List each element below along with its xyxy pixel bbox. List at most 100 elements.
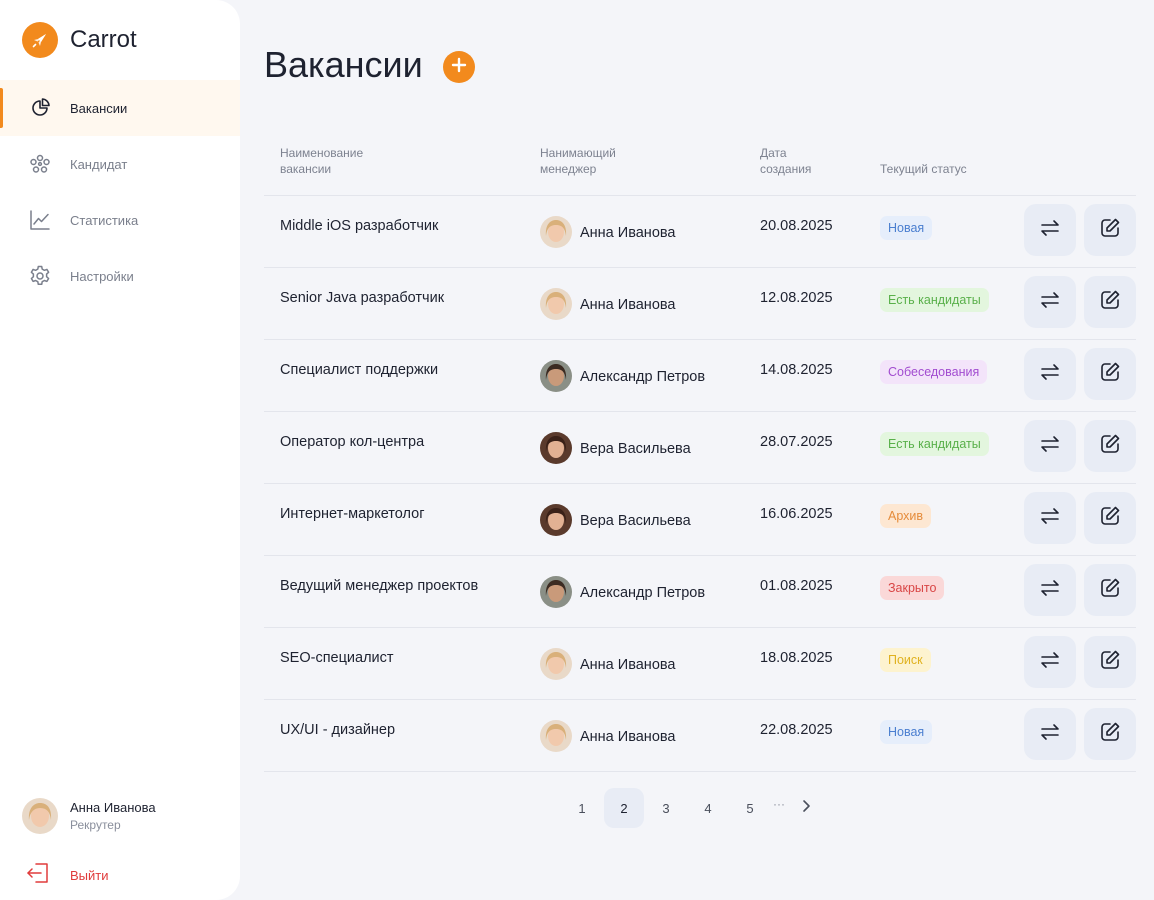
swap-arrows-icon xyxy=(1039,649,1061,676)
table-row[interactable]: Интернет-маркетолог Вера Васильева 16.06… xyxy=(264,484,1136,556)
table-row[interactable]: Senior Java разработчик Анна Иванова 12.… xyxy=(264,268,1136,340)
vacancy-title: Оператор кол-центра xyxy=(280,434,425,450)
vacancy-title: Senior Java разработчик xyxy=(280,290,445,306)
sidebar-item-vacancies[interactable]: Вакансии xyxy=(0,80,240,136)
avatar xyxy=(540,504,572,536)
avatar xyxy=(22,798,58,834)
page-title: Вакансии xyxy=(264,44,423,85)
add-vacancy-button[interactable] xyxy=(443,51,475,83)
table-header: Наименование вакансии Нанимающий менедже… xyxy=(264,130,1136,196)
swap-arrows-icon xyxy=(1039,505,1061,532)
vacancy-title: Middle iOS разработчик xyxy=(280,218,439,234)
vacancies-table: Наименование вакансии Нанимающий менедже… xyxy=(264,130,1136,772)
edit-icon xyxy=(1098,216,1122,245)
sidebar: Carrot Вакансии Кандидат xyxy=(0,0,240,900)
swap-arrows-icon xyxy=(1039,721,1061,748)
profile-name: Анна Иванова xyxy=(70,800,156,815)
candidates-icon xyxy=(28,152,52,176)
manager-name: Анна Иванова xyxy=(580,225,676,241)
table-row[interactable]: UX/UI - дизайнер Анна Иванова 22.08.2025… xyxy=(264,700,1136,772)
page-button-4[interactable]: 4 xyxy=(704,800,712,816)
edit-icon xyxy=(1098,288,1122,317)
manager-cell: Александр Петров xyxy=(540,360,705,392)
page-button-2-current[interactable]: 2 xyxy=(604,788,644,828)
swap-arrows-icon xyxy=(1039,289,1061,316)
table-row[interactable]: Специалист поддержки Александр Петров 14… xyxy=(264,340,1136,412)
user-profile[interactable]: Анна Иванова Рекрутер xyxy=(22,798,156,834)
logout-button[interactable]: Выйти xyxy=(26,860,109,891)
column-header-status: Текущий статус xyxy=(880,162,967,176)
change-status-button[interactable] xyxy=(1024,492,1076,544)
swap-arrows-icon xyxy=(1039,217,1061,244)
sidebar-item-candidates[interactable]: Кандидат xyxy=(0,136,240,192)
edit-icon xyxy=(1098,648,1122,677)
change-status-button[interactable] xyxy=(1024,564,1076,616)
change-status-button[interactable] xyxy=(1024,204,1076,256)
pagination: 1 2 3 4 5 ··· xyxy=(562,788,826,828)
edit-vacancy-button[interactable] xyxy=(1084,636,1136,688)
edit-icon xyxy=(1098,504,1122,533)
manager-name: Александр Петров xyxy=(580,369,706,385)
page-button-1[interactable]: 1 xyxy=(578,800,586,816)
status-badge: Поиск xyxy=(880,648,931,672)
manager-cell: Александр Петров xyxy=(540,576,705,608)
avatar xyxy=(540,216,572,248)
edit-vacancy-button[interactable] xyxy=(1084,420,1136,472)
edit-vacancy-button[interactable] xyxy=(1084,348,1136,400)
table-row[interactable]: SEO-специалист Анна Иванова 18.08.2025 П… xyxy=(264,628,1136,700)
next-page-button[interactable] xyxy=(786,788,826,828)
page-button-3[interactable]: 3 xyxy=(662,800,670,816)
sidebar-item-settings[interactable]: Настройки xyxy=(0,248,240,304)
change-status-button[interactable] xyxy=(1024,420,1076,472)
avatar xyxy=(540,432,572,464)
created-date: 20.08.2025 xyxy=(760,218,833,234)
brand[interactable]: Carrot xyxy=(22,22,137,58)
column-header-title: Наименование вакансии xyxy=(280,146,364,176)
gear-icon xyxy=(28,264,52,288)
column-header-date: Дата создания xyxy=(760,146,812,176)
edit-vacancy-button[interactable] xyxy=(1084,276,1136,328)
created-date: 18.08.2025 xyxy=(760,650,833,666)
vacancy-title: Специалист поддержки xyxy=(280,362,439,378)
status-badge: Архив xyxy=(880,504,932,528)
manager-name: Анна Иванова xyxy=(580,297,676,313)
vacancy-title: Интернет-маркетолог xyxy=(280,506,425,522)
avatar xyxy=(540,648,572,680)
edit-vacancy-button[interactable] xyxy=(1084,204,1136,256)
manager-cell: Вера Васильева xyxy=(540,432,691,464)
manager-name: Анна Иванова xyxy=(580,729,676,745)
created-date: 01.08.2025 xyxy=(760,578,833,594)
created-date: 28.07.2025 xyxy=(760,434,833,450)
status-badge: Есть кандидаты xyxy=(880,432,989,456)
brand-name: Carrot xyxy=(70,26,137,53)
created-date: 14.08.2025 xyxy=(760,362,833,378)
swap-arrows-icon xyxy=(1039,361,1061,388)
table-row[interactable]: Ведущий менеджер проектов Александр Петр… xyxy=(264,556,1136,628)
sidebar-item-statistics[interactable]: Статистика xyxy=(0,192,240,248)
manager-name: Вера Васильева xyxy=(580,513,691,529)
manager-cell: Анна Иванова xyxy=(540,648,675,680)
status-badge: Новая xyxy=(880,720,933,744)
edit-vacancy-button[interactable] xyxy=(1084,492,1136,544)
table-row[interactable]: Оператор кол-центра Вера Васильева 28.07… xyxy=(264,412,1136,484)
edit-vacancy-button[interactable] xyxy=(1084,708,1136,760)
manager-cell: Анна Иванова xyxy=(540,288,675,320)
swap-arrows-icon xyxy=(1039,433,1061,460)
status-badge: Закрыто xyxy=(880,576,945,600)
rocket-logo-icon xyxy=(22,22,58,58)
chart-icon xyxy=(28,208,52,232)
edit-icon xyxy=(1098,576,1122,605)
manager-cell: Анна Иванова xyxy=(540,216,675,248)
change-status-button[interactable] xyxy=(1024,276,1076,328)
sidebar-item-label: Кандидат xyxy=(70,156,128,172)
change-status-button[interactable] xyxy=(1024,636,1076,688)
manager-name: Вера Васильева xyxy=(580,441,691,457)
change-status-button[interactable] xyxy=(1024,348,1076,400)
edit-vacancy-button[interactable] xyxy=(1084,564,1136,616)
avatar xyxy=(540,288,572,320)
table-row[interactable]: Middle iOS разработчик Анна Иванова 20.0… xyxy=(264,196,1136,268)
change-status-button[interactable] xyxy=(1024,708,1076,760)
chevron-right-icon xyxy=(799,799,813,818)
manager-cell: Вера Васильева xyxy=(540,504,691,536)
page-button-5[interactable]: 5 xyxy=(746,800,754,816)
